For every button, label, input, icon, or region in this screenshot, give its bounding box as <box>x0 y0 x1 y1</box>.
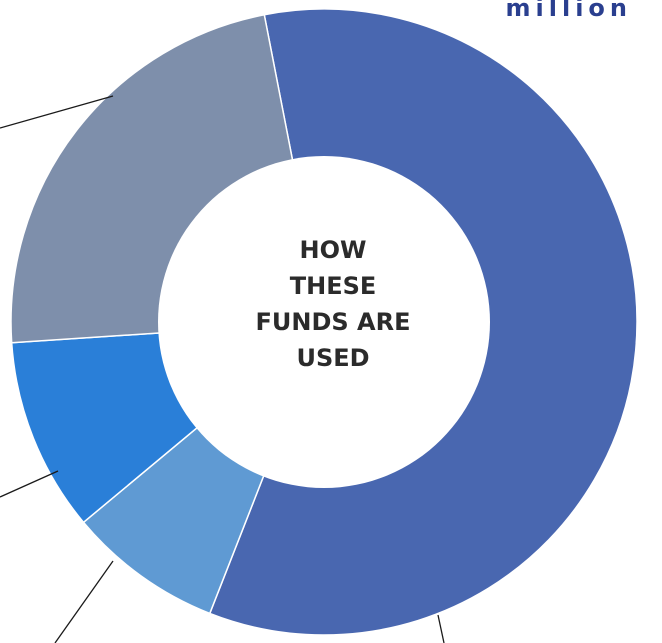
leader-lines <box>0 95 445 643</box>
donut-hole <box>158 156 490 488</box>
leader-line-3 <box>54 560 114 643</box>
leader-line-2 <box>0 470 59 498</box>
center-label-line-2: THESE <box>289 272 377 300</box>
leader-line-4 <box>437 614 445 643</box>
center-label-line-1: HOW <box>299 236 367 264</box>
corner-amount-text: million <box>505 0 632 22</box>
center-label-line-3: FUNDS ARE <box>255 308 411 336</box>
center-label: HOW THESE FUNDS ARE USED <box>233 232 433 376</box>
center-label-line-4: USED <box>296 344 370 372</box>
leader-line-1 <box>0 95 114 129</box>
